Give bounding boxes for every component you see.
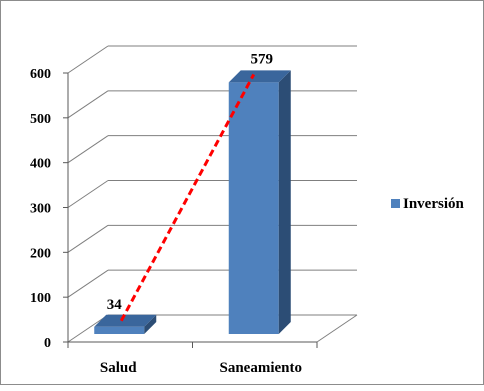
y-tick-label: 400 xyxy=(30,157,51,172)
bar-salud xyxy=(94,326,145,334)
category-label: Saneamiento xyxy=(220,360,303,376)
category-label: Salud xyxy=(100,360,137,376)
legend-label: Inversión xyxy=(403,196,465,212)
labels: 0 100 200 300 400 500 600 34 Salud 579 Saneamiento xyxy=(30,51,302,376)
y-tick-label: 600 xyxy=(30,67,51,82)
gridline-diagonal xyxy=(67,224,109,253)
trend-line-layer xyxy=(119,73,256,322)
bar-side-saneamiento xyxy=(278,70,291,334)
gridline-diagonal xyxy=(67,90,109,119)
y-tick-label: 100 xyxy=(30,291,51,306)
bar-side-salud xyxy=(144,314,157,334)
gridline-diagonal xyxy=(67,135,109,164)
legend-swatch xyxy=(391,199,400,208)
gridline-diagonal xyxy=(67,269,109,298)
trend-line xyxy=(119,73,256,322)
gridline-diagonal xyxy=(67,45,109,74)
y-tick-label: 500 xyxy=(30,112,51,127)
bar-top-salud xyxy=(94,314,157,327)
legend: Inversión xyxy=(391,196,465,212)
data-label: 34 xyxy=(107,297,123,313)
y-tick-label: 200 xyxy=(30,246,51,261)
gridline-diagonal xyxy=(67,180,109,208)
y-tick-label: 0 xyxy=(44,336,51,351)
floor-edge xyxy=(316,314,358,343)
bar-saneamiento xyxy=(228,82,279,334)
bar-top-saneamiento xyxy=(228,70,291,83)
axes xyxy=(63,72,318,348)
y-tick-label: 300 xyxy=(30,202,51,217)
gridline-diagonal xyxy=(67,314,109,343)
data-label: 579 xyxy=(251,51,274,67)
bars xyxy=(94,70,291,334)
